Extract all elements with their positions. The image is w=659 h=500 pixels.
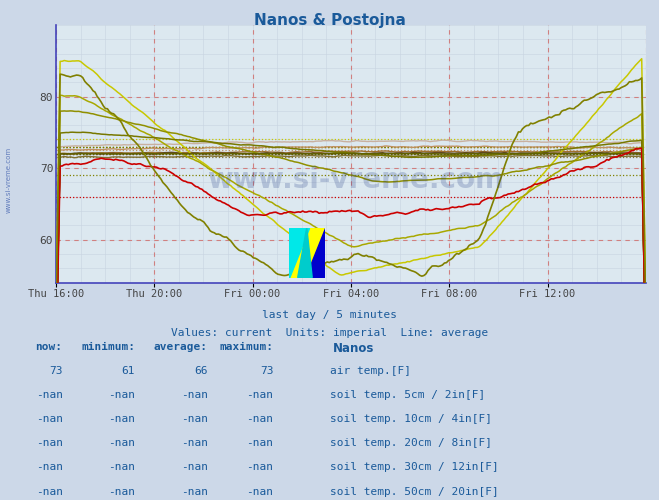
Text: -nan: -nan — [108, 438, 135, 448]
Text: -nan: -nan — [181, 414, 208, 424]
Polygon shape — [298, 228, 312, 278]
Text: Nanos: Nanos — [333, 342, 374, 355]
Text: soil temp. 50cm / 20in[F]: soil temp. 50cm / 20in[F] — [330, 486, 498, 496]
Text: www.si-vreme.com: www.si-vreme.com — [5, 147, 12, 213]
Text: 73: 73 — [260, 366, 273, 376]
Text: 66: 66 — [194, 366, 208, 376]
Text: minimum:: minimum: — [81, 342, 135, 352]
Text: -nan: -nan — [246, 438, 273, 448]
Text: -nan: -nan — [181, 486, 208, 496]
Text: -nan: -nan — [36, 462, 63, 472]
Text: -nan: -nan — [246, 390, 273, 400]
Text: 73: 73 — [49, 366, 63, 376]
Text: -nan: -nan — [36, 414, 63, 424]
Text: -nan: -nan — [108, 390, 135, 400]
Text: -nan: -nan — [36, 390, 63, 400]
Text: -nan: -nan — [36, 486, 63, 496]
Text: -nan: -nan — [246, 462, 273, 472]
Text: -nan: -nan — [181, 462, 208, 472]
Text: -nan: -nan — [246, 414, 273, 424]
Polygon shape — [289, 228, 308, 278]
Text: -nan: -nan — [108, 486, 135, 496]
Text: -nan: -nan — [108, 462, 135, 472]
Text: -nan: -nan — [246, 486, 273, 496]
Text: now:: now: — [36, 342, 63, 352]
Text: -nan: -nan — [36, 438, 63, 448]
Text: last day / 5 minutes: last day / 5 minutes — [262, 310, 397, 320]
Text: soil temp. 10cm / 4in[F]: soil temp. 10cm / 4in[F] — [330, 414, 492, 424]
Text: soil temp. 20cm / 8in[F]: soil temp. 20cm / 8in[F] — [330, 438, 492, 448]
Text: www.si-vreme.com: www.si-vreme.com — [208, 166, 504, 194]
Text: -nan: -nan — [181, 438, 208, 448]
Text: Values: current  Units: imperial  Line: average: Values: current Units: imperial Line: av… — [171, 328, 488, 338]
Text: average:: average: — [154, 342, 208, 352]
Text: 61: 61 — [122, 366, 135, 376]
Text: Nanos & Postojna: Nanos & Postojna — [254, 12, 405, 28]
Text: -nan: -nan — [108, 414, 135, 424]
Polygon shape — [305, 228, 325, 278]
Text: maximum:: maximum: — [219, 342, 273, 352]
Text: -nan: -nan — [181, 390, 208, 400]
Text: soil temp. 5cm / 2in[F]: soil temp. 5cm / 2in[F] — [330, 390, 485, 400]
Text: soil temp. 30cm / 12in[F]: soil temp. 30cm / 12in[F] — [330, 462, 498, 472]
Text: air temp.[F]: air temp.[F] — [330, 366, 411, 376]
